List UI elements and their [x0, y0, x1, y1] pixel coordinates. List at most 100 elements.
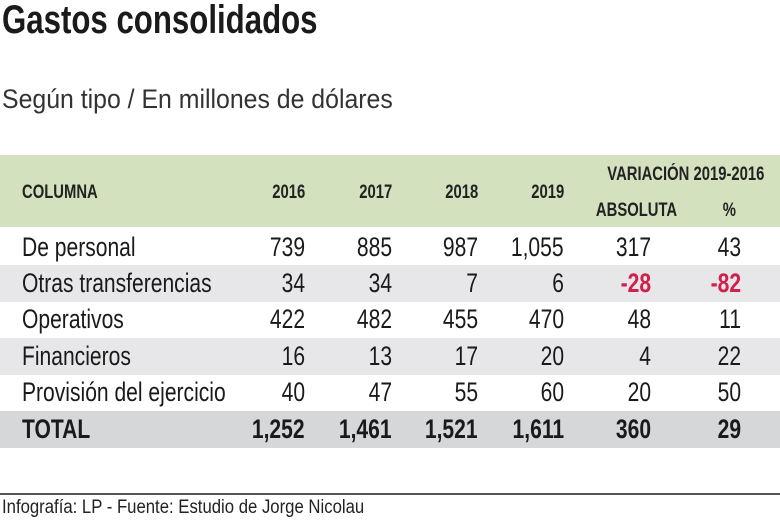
table-header: COLUMNA 2016 2017 2018 2019 VARIACIÓN 20… [0, 155, 780, 227]
header-percent-text: % [722, 200, 736, 221]
header-year-text: 2018 [445, 182, 478, 203]
header-column-text: COLUMNA [22, 182, 98, 203]
percent-variation-cell-text: 29 [717, 414, 741, 444]
value-cell-2016-text: 422 [269, 304, 305, 334]
value-cell-2018-text: 55 [454, 377, 478, 407]
value-cell-2016-text: 34 [281, 268, 305, 298]
value-cell-2018: 987 [433, 230, 478, 265]
value-cell-2018: 455 [433, 302, 478, 337]
value-cell-2016: 1,252 [237, 412, 305, 447]
absolute-variation-cell-text: -28 [620, 268, 651, 298]
value-cell-2016: 40 [275, 375, 305, 410]
value-cell-2016: 34 [275, 266, 305, 301]
value-cell-2017: 1,461 [324, 412, 392, 447]
percent-variation-cell-text: -82 [710, 268, 741, 298]
value-cell-2019: 1,611 [498, 412, 564, 447]
header-year-text: 2019 [531, 182, 564, 203]
header-variation-group: VARIACIÓN 2019-2016 [563, 164, 764, 186]
percent-variation-cell-text: 22 [717, 341, 741, 371]
value-cell-2019: 20 [534, 339, 564, 374]
header-year-2016: 2016 [263, 182, 305, 204]
percent-variation-cell: 22 [711, 339, 741, 374]
row-label-text: De personal [22, 232, 136, 262]
percent-variation-cell: 11 [713, 302, 741, 337]
absolute-variation-cell-text: 317 [615, 232, 651, 262]
row-label: TOTAL [22, 412, 110, 447]
table-row: De personal 739 885 987 1,055 317 43 [0, 229, 780, 266]
header-year-text: 2017 [359, 182, 392, 203]
value-cell-2018: 55 [448, 375, 478, 410]
row-label: De personal [22, 230, 168, 265]
row-label-text: Financieros [22, 341, 131, 371]
value-cell-2016-text: 40 [281, 377, 305, 407]
header-variation-text: VARIACIÓN 2019-2016 [606, 164, 764, 185]
value-cell-2018-text: 987 [442, 232, 478, 262]
subtitle-text: Según tipo / En millones de dólares [2, 84, 393, 114]
value-cell-2018-text: 7 [466, 268, 478, 298]
row-label: Provisión del ejercicio [22, 375, 283, 410]
value-cell-2019-text: 20 [540, 341, 564, 371]
total-row: TOTAL 1,252 1,461 1,521 1,611 360 29 [0, 411, 780, 448]
value-cell-2018: 17 [448, 339, 478, 374]
percent-variation-cell-text: 43 [717, 232, 741, 262]
value-cell-2018-text: 1,521 [425, 414, 478, 444]
table-row: Financieros 16 13 17 20 4 22 [0, 338, 780, 375]
row-label-text: Operativos [22, 304, 124, 334]
value-cell-2017-text: 482 [356, 304, 392, 334]
title-text: Gastos consolidados [2, 0, 318, 42]
value-cell-2016-text: 1,252 [252, 414, 305, 444]
source-credit: Infografía: LP - Fuente: Estudio de Jorg… [2, 497, 414, 519]
table-row: Operativos 422 482 455 470 48 11 [0, 301, 780, 338]
value-cell-2017: 34 [362, 266, 392, 301]
value-cell-2017-text: 34 [368, 268, 392, 298]
value-cell-2018-text: 17 [454, 341, 478, 371]
row-label-text: Otras transferencias [22, 268, 212, 298]
value-cell-2019: 1,055 [496, 230, 564, 265]
percent-variation-cell-text: 50 [717, 377, 741, 407]
source-text: Infografía: LP - Fuente: Estudio de Jorg… [2, 497, 365, 518]
absolute-variation-cell: 4 [636, 339, 651, 374]
absolute-variation-cell-text: 20 [627, 377, 651, 407]
value-cell-2017: 885 [347, 230, 392, 265]
value-cell-2019: 470 [519, 302, 564, 337]
value-cell-2019-text: 1,055 [511, 232, 564, 262]
row-label: Otras transferencias [22, 266, 265, 301]
header-absolute: ABSOLUTA [573, 200, 677, 222]
row-label-text: Provisión del ejercicio [22, 377, 226, 407]
absolute-variation-cell: 48 [621, 302, 651, 337]
absolute-variation-cell-text: 360 [615, 414, 651, 444]
value-cell-2017-text: 1,461 [339, 414, 392, 444]
value-cell-2018: 7 [463, 266, 478, 301]
value-cell-2017-text: 13 [368, 341, 392, 371]
value-cell-2016-text: 16 [281, 341, 305, 371]
percent-variation-cell: -82 [702, 266, 741, 301]
header-year-text: 2016 [272, 182, 305, 203]
value-cell-2017-text: 47 [368, 377, 392, 407]
table-row: Provisión del ejercicio 40 47 55 60 20 50 [0, 374, 780, 411]
header-absolute-text: ABSOLUTA [595, 200, 677, 221]
header-year-2019: 2019 [522, 182, 564, 204]
absolute-variation-cell: 20 [621, 375, 651, 410]
value-cell-2019-text: 1,611 [512, 414, 564, 444]
row-label: Financieros [22, 339, 162, 374]
value-cell-2018-text: 455 [442, 304, 478, 334]
value-cell-2018: 1,521 [410, 412, 478, 447]
percent-variation-cell: 50 [711, 375, 741, 410]
percent-variation-cell-text: 11 [719, 304, 741, 334]
header-year-2018: 2018 [436, 182, 478, 204]
value-cell-2017: 13 [362, 339, 392, 374]
page-title: Gastos consolidados [2, 0, 407, 43]
value-cell-2019: 6 [549, 266, 564, 301]
subtitle: Según tipo / En millones de dólares [2, 84, 427, 115]
row-label: Operativos [22, 302, 153, 337]
value-cell-2016-text: 739 [269, 232, 305, 262]
value-cell-2019-text: 60 [540, 377, 564, 407]
header-year-2017: 2017 [350, 182, 392, 204]
header-percent: % [719, 200, 736, 222]
absolute-variation-cell-text: 48 [627, 304, 651, 334]
value-cell-2019: 60 [534, 375, 564, 410]
value-cell-2017: 47 [362, 375, 392, 410]
row-label-text: TOTAL [22, 414, 91, 444]
footer-divider [0, 493, 780, 495]
value-cell-2019-text: 6 [552, 268, 564, 298]
